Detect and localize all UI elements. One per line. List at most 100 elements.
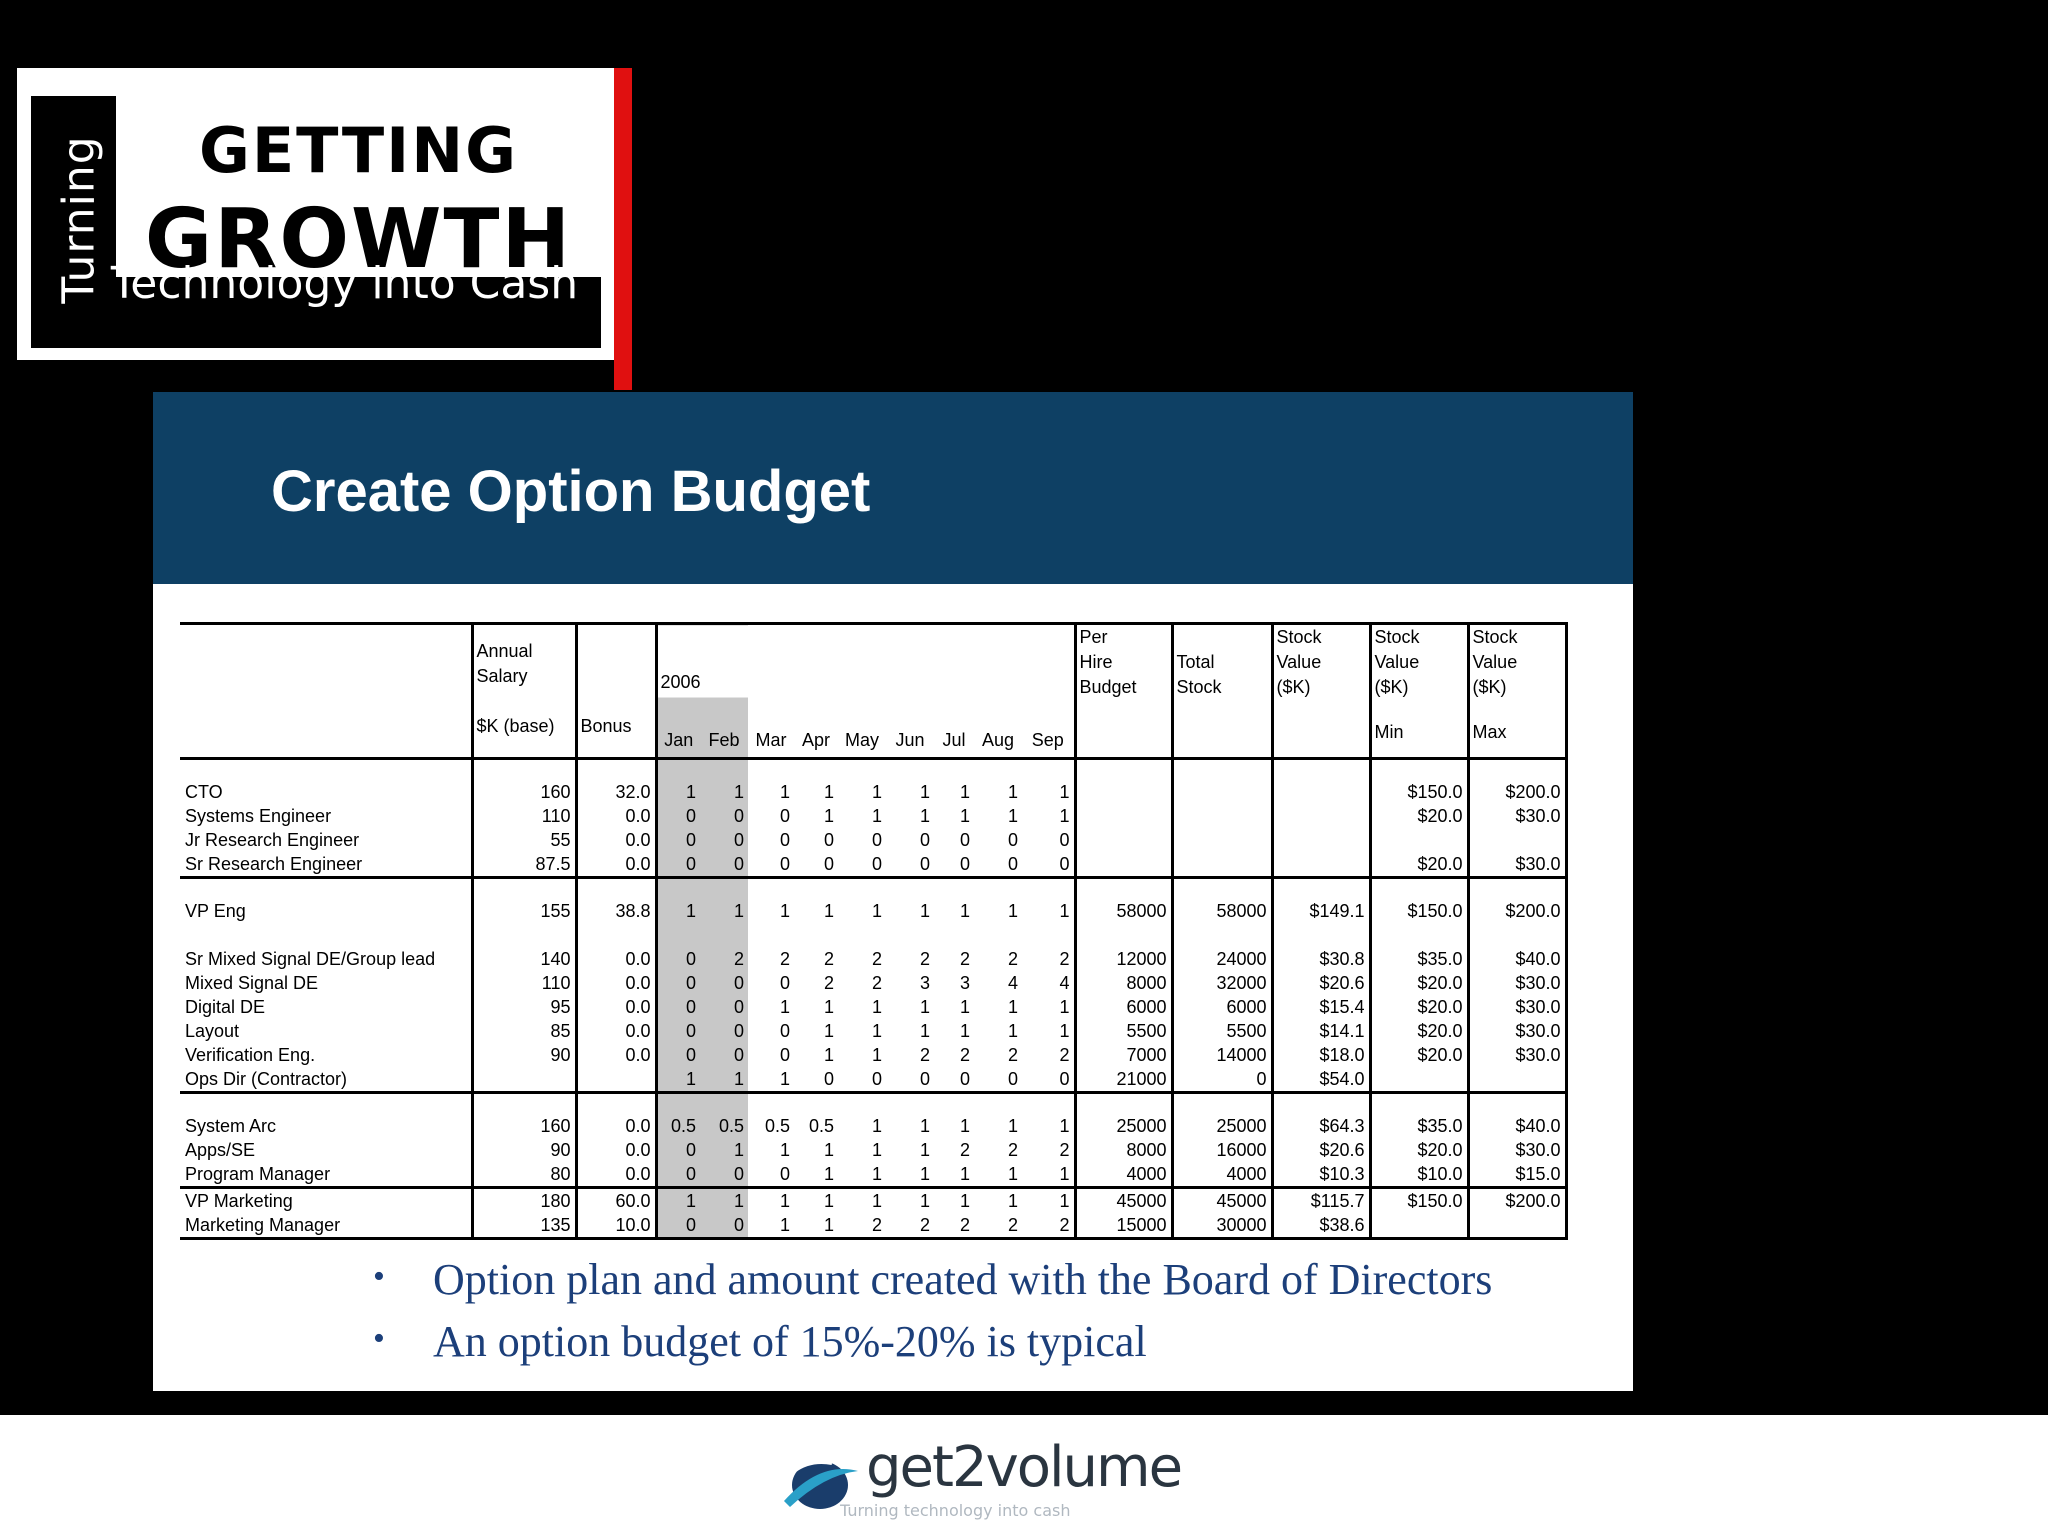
stock-value: $20.0 — [1368, 804, 1468, 828]
headcount-value: 0 — [654, 1213, 700, 1240]
logo-growth-text: GROWTH — [144, 192, 573, 287]
spacer-cell — [1368, 1092, 1468, 1114]
headcount-value: 0 — [748, 852, 794, 879]
footer-brand: get2volume — [866, 1435, 1183, 1500]
stock-value — [1170, 852, 1272, 879]
headcount-value: 2 — [823, 949, 834, 969]
headcount-value: 0 — [779, 806, 790, 826]
comp-value: 38.8 — [574, 899, 656, 923]
comp-value: 0.0 — [574, 1019, 656, 1043]
stock-value: $35.0 — [1368, 1114, 1468, 1138]
headcount-value: 2 — [959, 949, 970, 969]
comp-value: 0.0 — [574, 1162, 656, 1189]
header-month: May — [838, 622, 886, 760]
spacer-cell — [654, 758, 700, 780]
header-month-label: Apr — [801, 730, 830, 750]
spacer-cell — [470, 758, 576, 780]
header-line: Stock — [1374, 627, 1420, 647]
table-row: Verification Eng. 90 0.0 0 0 0 1 1 2 2 2 2 7000 14000… — [180, 1043, 1568, 1067]
spacer-cell — [1022, 1093, 1075, 1115]
stock-value: 8000 — [1073, 971, 1172, 995]
stock-value: $115.7 — [1270, 1186, 1370, 1213]
headcount-value: 1 — [919, 1140, 930, 1160]
comp-value: 160 — [470, 1114, 576, 1138]
spacer-cell — [748, 759, 794, 781]
headcount-value: 1 — [700, 1067, 748, 1094]
spacer-cell — [974, 878, 1022, 900]
headcount-value: 0 — [654, 1162, 700, 1189]
headcount-value: 1 — [934, 1162, 974, 1189]
headcount-value: 1 — [1022, 1162, 1075, 1189]
spacer-cell — [748, 878, 794, 900]
logo-red-accent-bar — [614, 68, 632, 390]
comp-value: 135 — [470, 1213, 576, 1240]
stock-value: 21000 — [1073, 1067, 1172, 1094]
stock-value — [1466, 1213, 1568, 1240]
spacer-cell — [1466, 877, 1568, 899]
stock-value: 25000 — [1170, 1114, 1272, 1138]
header-line: Max — [1472, 722, 1507, 742]
stock-value: 4000 — [1170, 1162, 1272, 1189]
header-line: Annual — [476, 641, 533, 661]
stock-value: 32000 — [1170, 971, 1272, 995]
headcount-value: 2 — [1007, 1140, 1018, 1160]
headcount-value: 0.5 — [654, 1114, 700, 1138]
spacer-cell — [886, 759, 934, 781]
comp-value: 0.0 — [574, 1114, 656, 1138]
spacer-cell — [1022, 759, 1075, 781]
header-line: ($K) — [1374, 677, 1409, 697]
headcount-value: 1 — [871, 782, 882, 802]
comp-value — [574, 1067, 656, 1094]
bullet-dot-icon: • — [373, 1258, 385, 1295]
comp-value: 0.0 — [574, 947, 656, 971]
headcount-value: 1 — [886, 1186, 934, 1213]
header-line: Per — [1079, 627, 1108, 647]
headcount-value: 2 — [974, 1213, 1022, 1240]
stock-value — [1368, 1067, 1468, 1094]
header-line: Total — [1176, 652, 1215, 672]
spacer-cell — [974, 759, 1022, 781]
headcount-value: 1 — [823, 782, 834, 802]
headcount-value: 1 — [919, 806, 930, 826]
headcount-value: 2 — [919, 949, 930, 969]
stock-value: $38.6 — [1270, 1213, 1370, 1240]
header-line: Value — [1374, 652, 1420, 672]
header-month: Apr — [794, 622, 838, 760]
role-name: Program Manager — [180, 1162, 472, 1189]
stock-value: $10.3 — [1270, 1162, 1370, 1189]
headcount-value: 0 — [748, 1162, 794, 1189]
headcount-value: 1 — [871, 1116, 882, 1136]
stock-value: $30.0 — [1466, 852, 1568, 879]
stock-value: $200.0 — [1466, 899, 1568, 923]
header-month: Jul — [934, 622, 974, 760]
comp-value: 0.0 — [574, 995, 656, 1019]
comp-value: 0.0 — [574, 828, 656, 852]
headcount-value: 1 — [1022, 1186, 1075, 1213]
spacer-cell — [1466, 758, 1568, 780]
role-name: System Arc — [185, 1116, 277, 1136]
headcount-value: 1 — [779, 901, 790, 921]
headcount-value: 1 — [794, 1162, 838, 1189]
headcount-value: 1 — [959, 1021, 970, 1041]
headcount-value: 1 — [959, 806, 970, 826]
table-row: Digital DE 95 0.0 0 0 1 1 1 1 1 1 1 6000 6000 $15.4 $20… — [180, 995, 1568, 1019]
stock-value: $30.0 — [1466, 995, 1568, 1019]
header-month: Aug — [974, 622, 1022, 760]
spacer-cell — [470, 1092, 576, 1114]
headcount-value: 1 — [1059, 782, 1070, 802]
headcount-value: 1 — [974, 1186, 1022, 1213]
headcount-value: 1 — [1007, 782, 1018, 802]
headcount-value: 2 — [871, 973, 882, 993]
spacer-cell — [794, 759, 838, 781]
headcount-value: 1 — [700, 780, 748, 804]
spacer-cell — [794, 878, 838, 900]
stock-value: 0 — [1170, 1067, 1272, 1094]
headcount-value — [1022, 923, 1075, 947]
stock-value — [1073, 780, 1172, 804]
header-stock-min: Stock Value ($K) Min — [1368, 622, 1468, 760]
spacer-cell — [1170, 877, 1272, 899]
stock-value: $150.0 — [1368, 1186, 1468, 1213]
stock-value: $30.0 — [1466, 971, 1568, 995]
header-bonus: Bonus — [574, 622, 656, 760]
spacer-cell — [1368, 877, 1468, 899]
